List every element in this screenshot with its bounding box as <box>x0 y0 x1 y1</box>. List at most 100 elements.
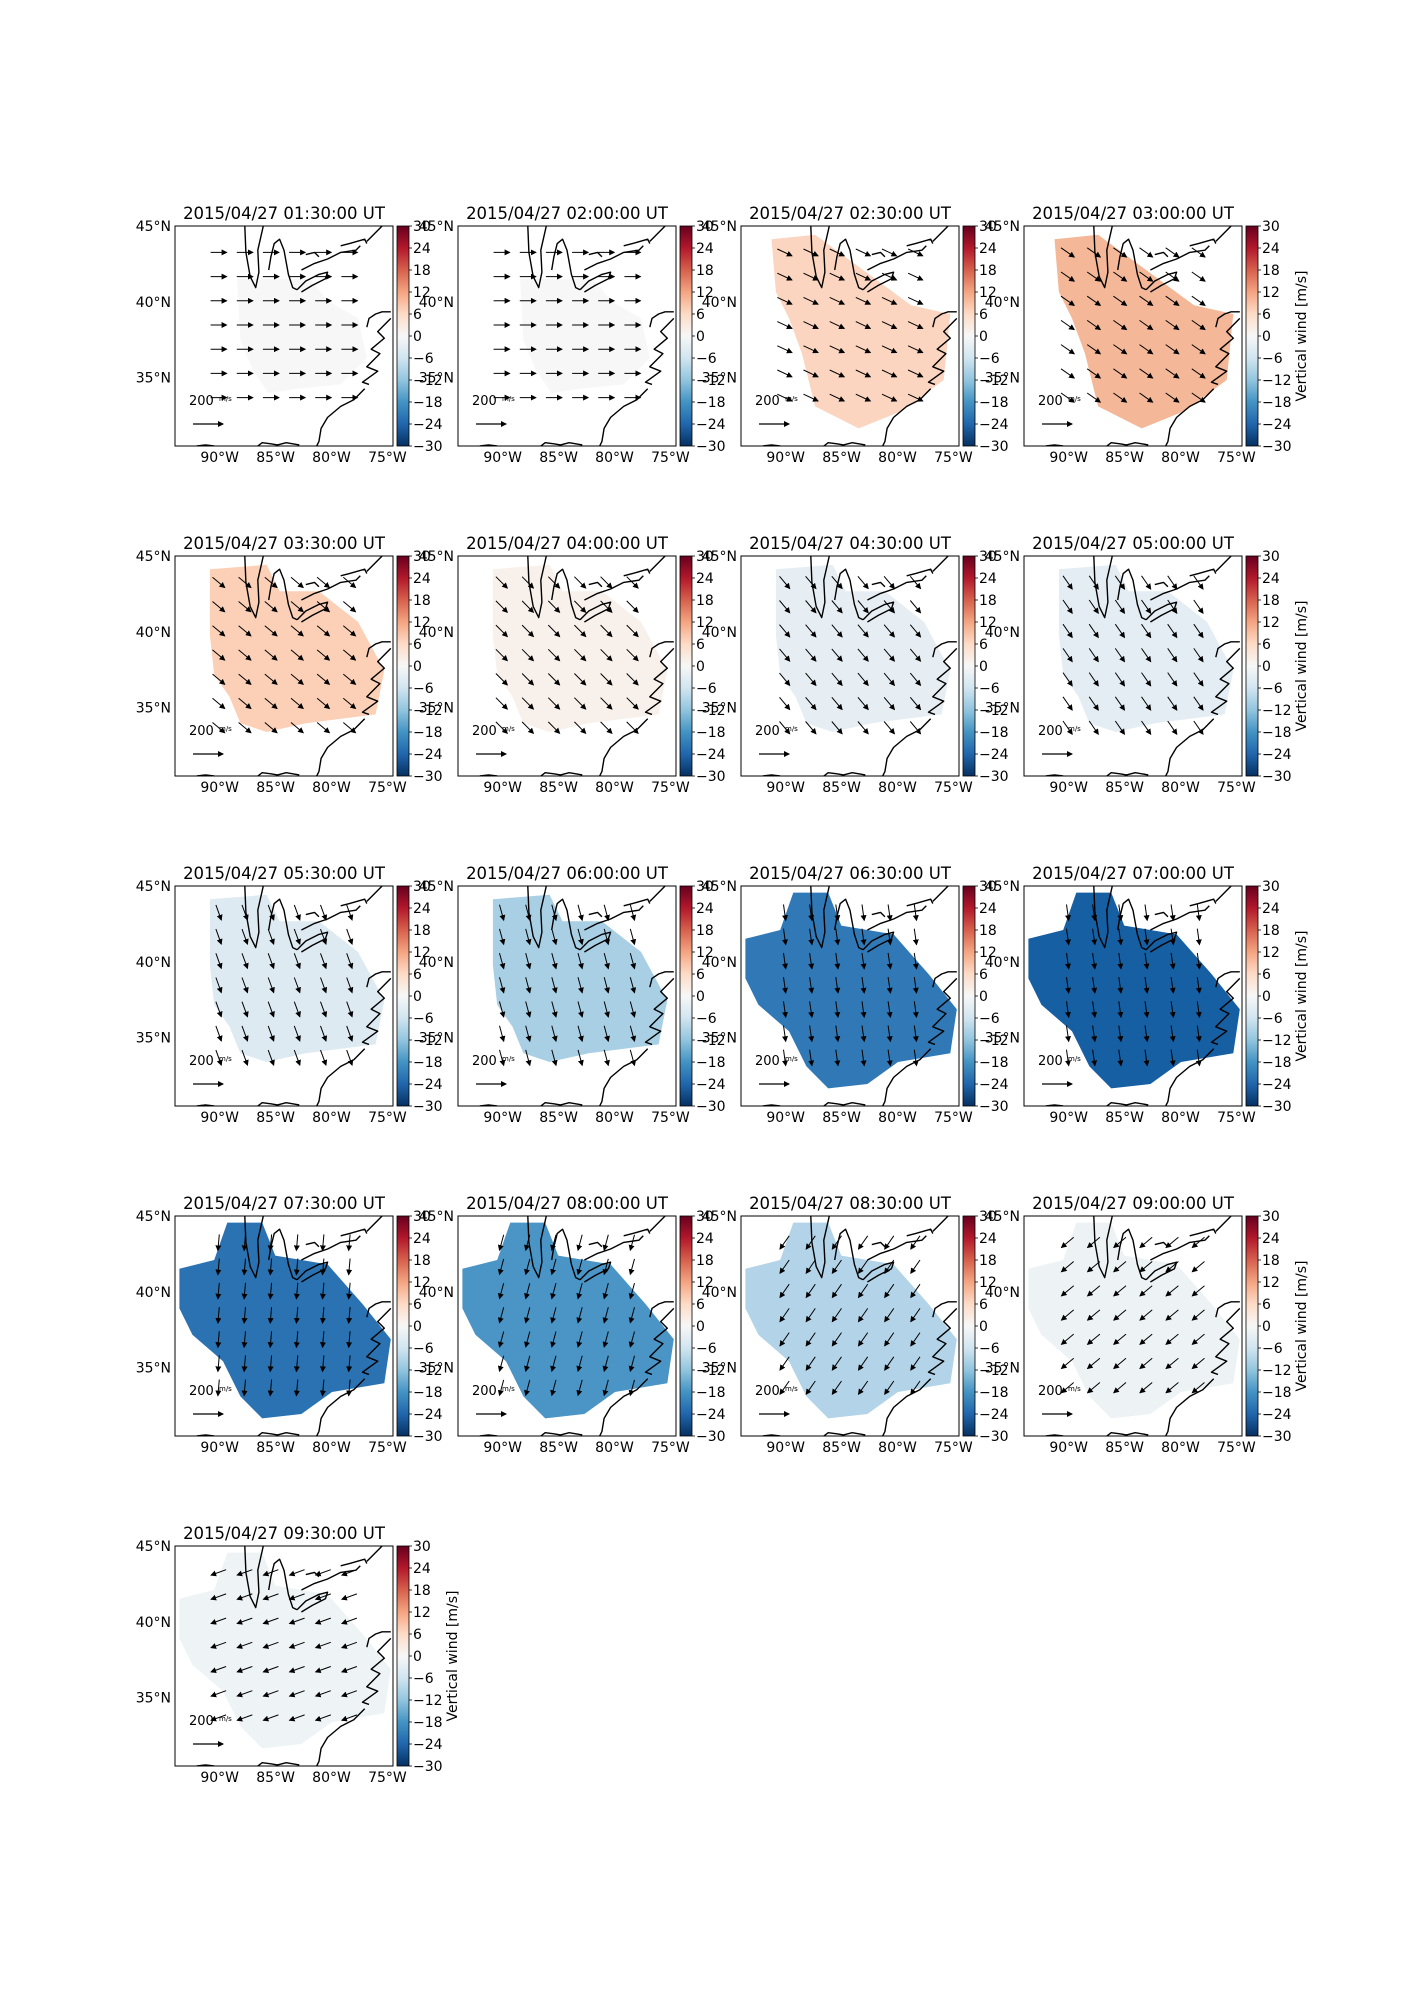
colorbar-tick-label: −24 <box>696 1407 726 1423</box>
reference-arrow-label: 200 <box>189 1054 214 1069</box>
colorbar-tick-label: −6 <box>413 351 434 367</box>
lon-tick-label: 85°W <box>539 780 578 796</box>
wind-arrow <box>1139 1236 1153 1249</box>
wind-arrow <box>319 1379 326 1397</box>
wind-arrow <box>907 321 924 330</box>
coastline <box>479 226 675 446</box>
lon-tick-label: 75°W <box>934 780 973 796</box>
wind-arrow <box>577 904 584 922</box>
wind-arrow <box>886 928 893 946</box>
lon-tick-label: 90°W <box>1049 1440 1088 1456</box>
lat-tick-label: 40°N <box>136 1615 171 1631</box>
wind-arrow <box>779 1356 790 1371</box>
wind-arrow <box>342 576 357 589</box>
wind-arrow <box>886 1001 893 1019</box>
wind-arrow <box>1117 1049 1124 1067</box>
wind-arrow <box>550 1258 557 1276</box>
wind-arrow <box>314 1690 331 1698</box>
wind-arrow <box>1091 904 1098 922</box>
wind-arrow <box>288 1714 305 1722</box>
lon-tick-label: 85°W <box>256 1440 295 1456</box>
wind-arrow <box>316 625 331 637</box>
wind-arrow <box>834 1001 841 1019</box>
wind-arrows <box>1065 904 1202 1067</box>
wind-arrow <box>912 1049 919 1067</box>
colorbar-tick-label: −30 <box>696 1429 726 1445</box>
wind-arrow <box>1139 1333 1153 1345</box>
coastline <box>196 1546 392 1766</box>
reference-arrow-label: 200 <box>755 1384 780 1399</box>
lon-tick-label: 85°W <box>256 1110 295 1126</box>
reference-arrow: 200 m/s <box>472 1054 515 1087</box>
colorbar-tick-label: 30 <box>413 879 431 895</box>
wind-arrow <box>779 721 791 735</box>
colorbar-tick-label: 12 <box>979 945 997 961</box>
colorbar-tick-label: 24 <box>1262 901 1280 917</box>
colorbar-tick-label: 24 <box>1262 1231 1280 1247</box>
wind-arrow <box>210 1714 227 1722</box>
wind-arrow <box>215 1282 222 1300</box>
wind-arrow <box>779 1259 790 1275</box>
wind-arrow <box>1193 720 1204 736</box>
wind-arrow <box>1165 1236 1179 1249</box>
wind-arrow <box>576 1307 583 1324</box>
wind-arrow <box>1191 1285 1205 1297</box>
wind-arrow <box>1169 904 1176 922</box>
wind-arrow <box>319 1258 326 1276</box>
reference-arrow-label: 200 <box>472 394 497 409</box>
wind-arrow <box>855 321 872 329</box>
wind-arrow <box>857 1259 869 1275</box>
map-area <box>762 226 958 446</box>
wind-arrow <box>1191 1382 1205 1394</box>
wind-arrow <box>1165 271 1180 282</box>
wind-arrow <box>1086 271 1102 282</box>
colorbar-tick-label: −24 <box>696 1077 726 1093</box>
wind-arrow <box>603 977 610 994</box>
wind-arrow <box>884 1235 895 1250</box>
wind-arrow <box>1113 247 1128 258</box>
reference-arrow: 200 m/s <box>189 394 232 427</box>
colorbar-tick-label: 18 <box>696 593 714 609</box>
colorbar-tick-label: −30 <box>696 1099 726 1115</box>
wind-arrow <box>1113 344 1128 355</box>
colorbar-tick-label: 12 <box>696 1275 714 1291</box>
plot-frame <box>740 555 960 777</box>
wind-arrow <box>212 649 226 661</box>
wind-arrow <box>884 1308 895 1323</box>
colorbar-tick-label: −6 <box>696 351 717 367</box>
wind-arrow <box>346 1001 354 1018</box>
wind-arrow <box>1086 1333 1101 1345</box>
colorbar <box>1245 555 1259 777</box>
map-area <box>462 1216 675 1436</box>
wind-arrow <box>293 953 301 970</box>
wind-arrow <box>215 1355 222 1373</box>
panel: 2015/04/27 04:30:00 UT 200 m/s 90°W 85°W 80°W… <box>702 534 1009 796</box>
colorbar-tick-label: 24 <box>413 1561 431 1577</box>
wind-arrow <box>547 721 561 735</box>
wind-arrow <box>1165 1261 1179 1273</box>
wind-arrow <box>320 1001 328 1018</box>
lon-tick-label: 85°W <box>256 450 295 466</box>
wind-arrow <box>1114 696 1126 711</box>
colorbar-tick-label: −18 <box>413 1055 443 1071</box>
wind-arrow <box>1191 368 1206 379</box>
wind-arrow <box>210 1569 227 1577</box>
wind-arrow <box>1143 928 1150 946</box>
colorbar-tick-label: 18 <box>413 923 431 939</box>
wind-arrow <box>293 1258 300 1276</box>
wind-arrow <box>521 648 535 662</box>
colorbar-tick-label: 30 <box>979 1209 997 1225</box>
colorbar-tick-label: −30 <box>1262 439 1292 455</box>
colorbar-tick-label: −18 <box>1262 1055 1292 1071</box>
wind-arrow <box>241 1306 248 1324</box>
lat-tick-label: 45°N <box>702 1209 737 1225</box>
coastline <box>762 1216 958 1436</box>
wind-arrow <box>779 1332 790 1347</box>
wind-arrow <box>805 672 817 687</box>
lat-tick-label: 35°N <box>702 1031 737 1047</box>
wind-arrow <box>236 1617 253 1625</box>
reference-arrow: 200 m/s <box>755 1054 798 1087</box>
wind-region <box>1028 1222 1240 1419</box>
wind-arrow <box>886 904 893 922</box>
